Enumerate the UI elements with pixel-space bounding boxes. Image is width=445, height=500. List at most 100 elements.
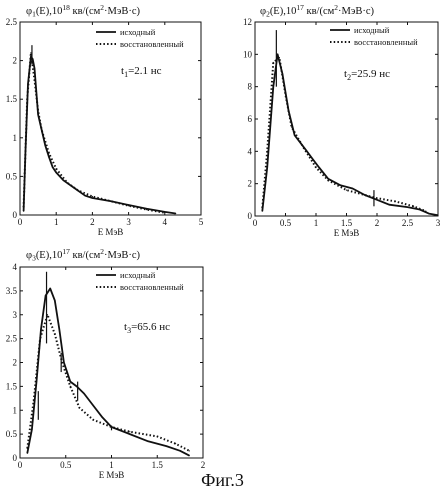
title-part-title-index: 2: [266, 10, 270, 19]
title-part-title-unit: кв/(см: [304, 6, 335, 17]
point-original: [51, 166, 54, 168]
point-original: [266, 166, 268, 169]
point-reconstructed: [394, 200, 396, 203]
time-label-base: t: [124, 321, 127, 333]
point-reconstructed: [188, 450, 190, 452]
x-tick-label: 2: [375, 218, 380, 228]
point-reconstructed: [33, 79, 36, 81]
title-part-title-index: 1: [32, 10, 36, 19]
point-original: [272, 86, 274, 88]
point-original: [318, 166, 320, 169]
y-tick-label: 3: [13, 310, 18, 320]
chart-phi3: φ3(E),1017 кв/(см2·МэВ·с)0 0.5 1 1.5 200.511…: [6, 247, 206, 480]
time-label-value: =25.9 нс: [351, 68, 390, 80]
point-reconstructed: [303, 147, 305, 149]
time-label: t2=25.9 нс: [344, 68, 390, 82]
title-part-title-exp2: 2: [100, 247, 104, 256]
x-axis-label: Е МэВ: [99, 470, 125, 480]
point-original: [23, 210, 25, 212]
point-reconstructed: [61, 361, 63, 364]
point-reconstructed: [164, 212, 166, 214]
title-part-title-mid: (E),10: [36, 250, 63, 261]
point-reconstructed: [39, 338, 41, 340]
chart-title: φ1(E),1018 кв/(см2·МэВ·с): [26, 3, 141, 19]
title-part-title-exp2: 2: [100, 3, 104, 12]
y-tick-label: 0: [13, 453, 18, 463]
point-reconstructed: [78, 407, 81, 409]
chart-phi1: φ1(E),1018 кв/(см2·МэВ·с)0 1 2 3 4 500.511.52…: [6, 3, 204, 237]
chart-title: φ2(E),1017 кв/(см2·МэВ·с): [260, 3, 375, 19]
title-part-title-exp: 18: [62, 3, 70, 12]
point-original: [294, 134, 296, 136]
point-original: [55, 171, 57, 174]
title-part-title-exp2: 2: [334, 3, 338, 12]
x-tick-label: 0.5: [60, 460, 72, 470]
series-line-reconstructed: [26, 313, 190, 452]
x-tick-label: 1: [314, 218, 319, 228]
title-part-title-mid: (E),10: [36, 6, 63, 17]
legend-label-reconstructed: восстановленный: [354, 37, 418, 47]
point-reconstructed: [109, 200, 112, 202]
point-reconstructed: [261, 207, 263, 209]
point-reconstructed: [33, 400, 35, 402]
title-part-title-end: ·МэВ·с): [338, 6, 374, 17]
x-tick-label: 1: [109, 460, 114, 470]
point-original: [339, 184, 341, 186]
point-reconstructed: [278, 56, 280, 59]
point-reconstructed: [425, 210, 427, 212]
point-original: [26, 452, 28, 454]
title-part-title-mid: (E),10: [270, 6, 297, 17]
title-part-title-end: ·МэВ·с): [104, 250, 140, 261]
title-part-title-prefix: φ: [260, 6, 266, 17]
title-part-title-prefix: φ: [26, 250, 32, 261]
point-reconstructed: [55, 168, 57, 170]
point-reconstructed: [23, 206, 25, 208]
point-original: [406, 206, 409, 208]
point-original: [428, 212, 430, 215]
point-reconstructed: [77, 189, 79, 191]
point-reconstructed: [345, 189, 348, 191]
point-original: [33, 67, 36, 69]
legend-label-original: исходный: [120, 270, 156, 280]
point-reconstructed: [129, 431, 131, 433]
point-original: [261, 210, 263, 212]
y-tick-label: 2: [13, 56, 18, 66]
title-part-title-index: 3: [32, 254, 36, 263]
chart-phi2: φ2(E),1017 кв/(см2·МэВ·с)0 0.5 1 1.5 2 2.5 302…: [243, 3, 441, 238]
title-part-title-end: ·МэВ·с): [104, 6, 140, 17]
point-reconstructed: [41, 129, 43, 131]
x-tick-label: 1.5: [341, 218, 353, 228]
point-original: [300, 142, 302, 144]
time-label-value: =2.1 нс: [128, 65, 162, 77]
title-part-title-exp: 17: [296, 3, 304, 12]
point-reconstructed: [174, 443, 177, 445]
figure-caption: Фиг.3: [201, 470, 244, 490]
point-reconstructed: [364, 194, 366, 196]
point-original: [30, 56, 32, 58]
y-tick-label: 1.5: [6, 94, 18, 104]
y-tick-label: 2: [13, 358, 18, 368]
point-reconstructed: [128, 205, 130, 207]
y-tick-label: 8: [248, 82, 253, 92]
point-original: [58, 328, 60, 330]
y-tick-label: 0.5: [6, 171, 18, 181]
point-reconstructed: [146, 208, 148, 211]
y-tick-label: 1: [13, 405, 18, 415]
x-axis-label: Е МэВ: [98, 227, 124, 237]
point-original: [84, 195, 86, 197]
point-original: [92, 404, 94, 407]
point-original: [352, 187, 354, 190]
time-label-sub: 1: [124, 70, 128, 79]
point-original: [62, 179, 65, 181]
y-tick-label: 0.5: [6, 429, 18, 439]
series-line-original: [22, 55, 176, 215]
x-tick-label: 5: [199, 217, 204, 227]
point-original: [91, 197, 93, 199]
y-tick-label: 0: [248, 211, 253, 221]
point-original: [147, 440, 149, 442]
point-original: [276, 53, 279, 55]
point-reconstructed: [376, 197, 378, 199]
point-original: [24, 152, 27, 154]
y-tick-label: 1: [13, 133, 18, 143]
